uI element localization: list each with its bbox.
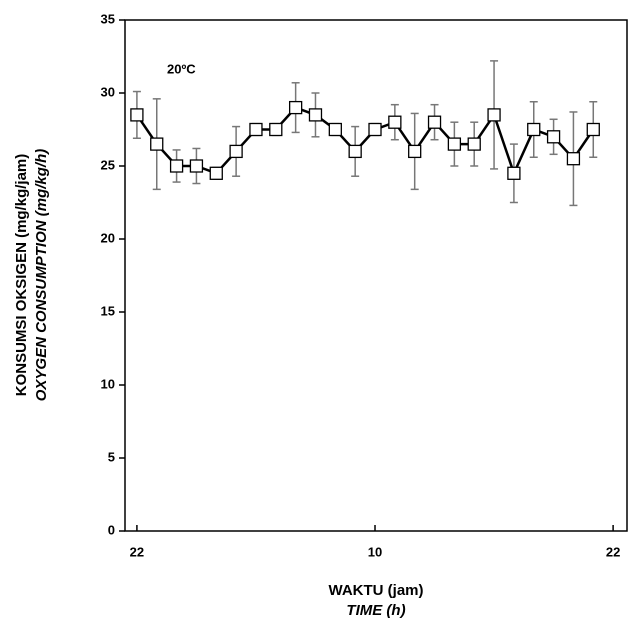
- y-tick-label: 20: [101, 230, 115, 245]
- data-point: [328, 122, 342, 137]
- x-tick-label: 22: [130, 544, 144, 559]
- x-axis-label: WAKTU (jam): [329, 582, 424, 599]
- data-point: [209, 166, 223, 180]
- data-point: [229, 144, 243, 159]
- data-point: [130, 108, 144, 122]
- data-point: [308, 108, 323, 122]
- y-tick-label: 35: [101, 11, 115, 26]
- y-tick-label: 15: [101, 303, 115, 318]
- data-point: [408, 144, 422, 159]
- data-point: [566, 152, 581, 166]
- data-point: [546, 130, 561, 144]
- data-line: [135, 106, 595, 177]
- data-point: [427, 115, 442, 129]
- data-point: [388, 115, 402, 129]
- data-point: [348, 144, 362, 159]
- y-tick-label: 25: [101, 157, 115, 172]
- y-tick-label: 0: [108, 522, 115, 537]
- data-point: [467, 137, 481, 151]
- data-point: [447, 137, 462, 151]
- data-point: [189, 159, 204, 173]
- x-tick-label: 22: [606, 544, 620, 559]
- data-point: [169, 159, 184, 173]
- annotation: 20ºC: [167, 61, 196, 76]
- x-tick-label: 10: [368, 544, 382, 559]
- plot-frame: [124, 19, 628, 532]
- data-point: [150, 137, 164, 151]
- y-axis-label: OXYGEN CONSUMPTION (mg/kg/h): [33, 149, 50, 402]
- x-axis-label: TIME (h): [346, 602, 405, 619]
- y-tick-label: 30: [101, 84, 115, 99]
- data-point: [368, 122, 382, 137]
- data-point: [487, 108, 501, 122]
- data-point: [269, 122, 283, 137]
- data-point: [527, 122, 541, 137]
- data-point: [507, 166, 521, 180]
- data-point: [586, 122, 600, 137]
- data-point: [288, 100, 303, 115]
- y-tick-label: 10: [101, 376, 115, 391]
- y-axis-label: KONSUMSI OKSIGEN (mg/kg/jam): [13, 154, 30, 397]
- data-point: [249, 122, 263, 137]
- y-tick-label: 5: [108, 449, 115, 464]
